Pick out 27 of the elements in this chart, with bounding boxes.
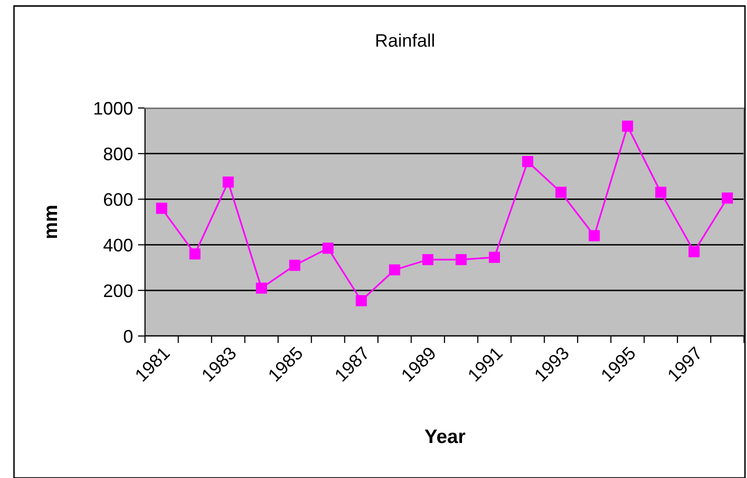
y-tick-label: 1000 [94, 102, 132, 115]
point [456, 254, 467, 266]
point [522, 156, 534, 168]
point [389, 264, 400, 276]
point [488, 252, 500, 263]
point [688, 246, 700, 258]
point [356, 295, 367, 306]
y-tick-label: 800 [104, 148, 132, 160]
y-tick-label: 400 [103, 238, 132, 252]
point [555, 186, 567, 198]
point [256, 282, 268, 294]
point [722, 192, 733, 204]
point [422, 254, 434, 266]
y-axis-title: mm [46, 206, 58, 238]
point [156, 202, 168, 214]
point [655, 186, 666, 198]
x-axis-title: Year [424, 430, 466, 444]
point [189, 248, 200, 260]
point [222, 176, 234, 188]
y-tick-label: 0 [124, 330, 132, 343]
point [322, 242, 334, 254]
y-tick-label: 600 [104, 193, 132, 206]
y-tick-label: 200 [104, 284, 132, 298]
point [289, 260, 300, 271]
point [588, 230, 600, 242]
chart-title: Rainfall [376, 34, 434, 47]
point [622, 120, 634, 132]
